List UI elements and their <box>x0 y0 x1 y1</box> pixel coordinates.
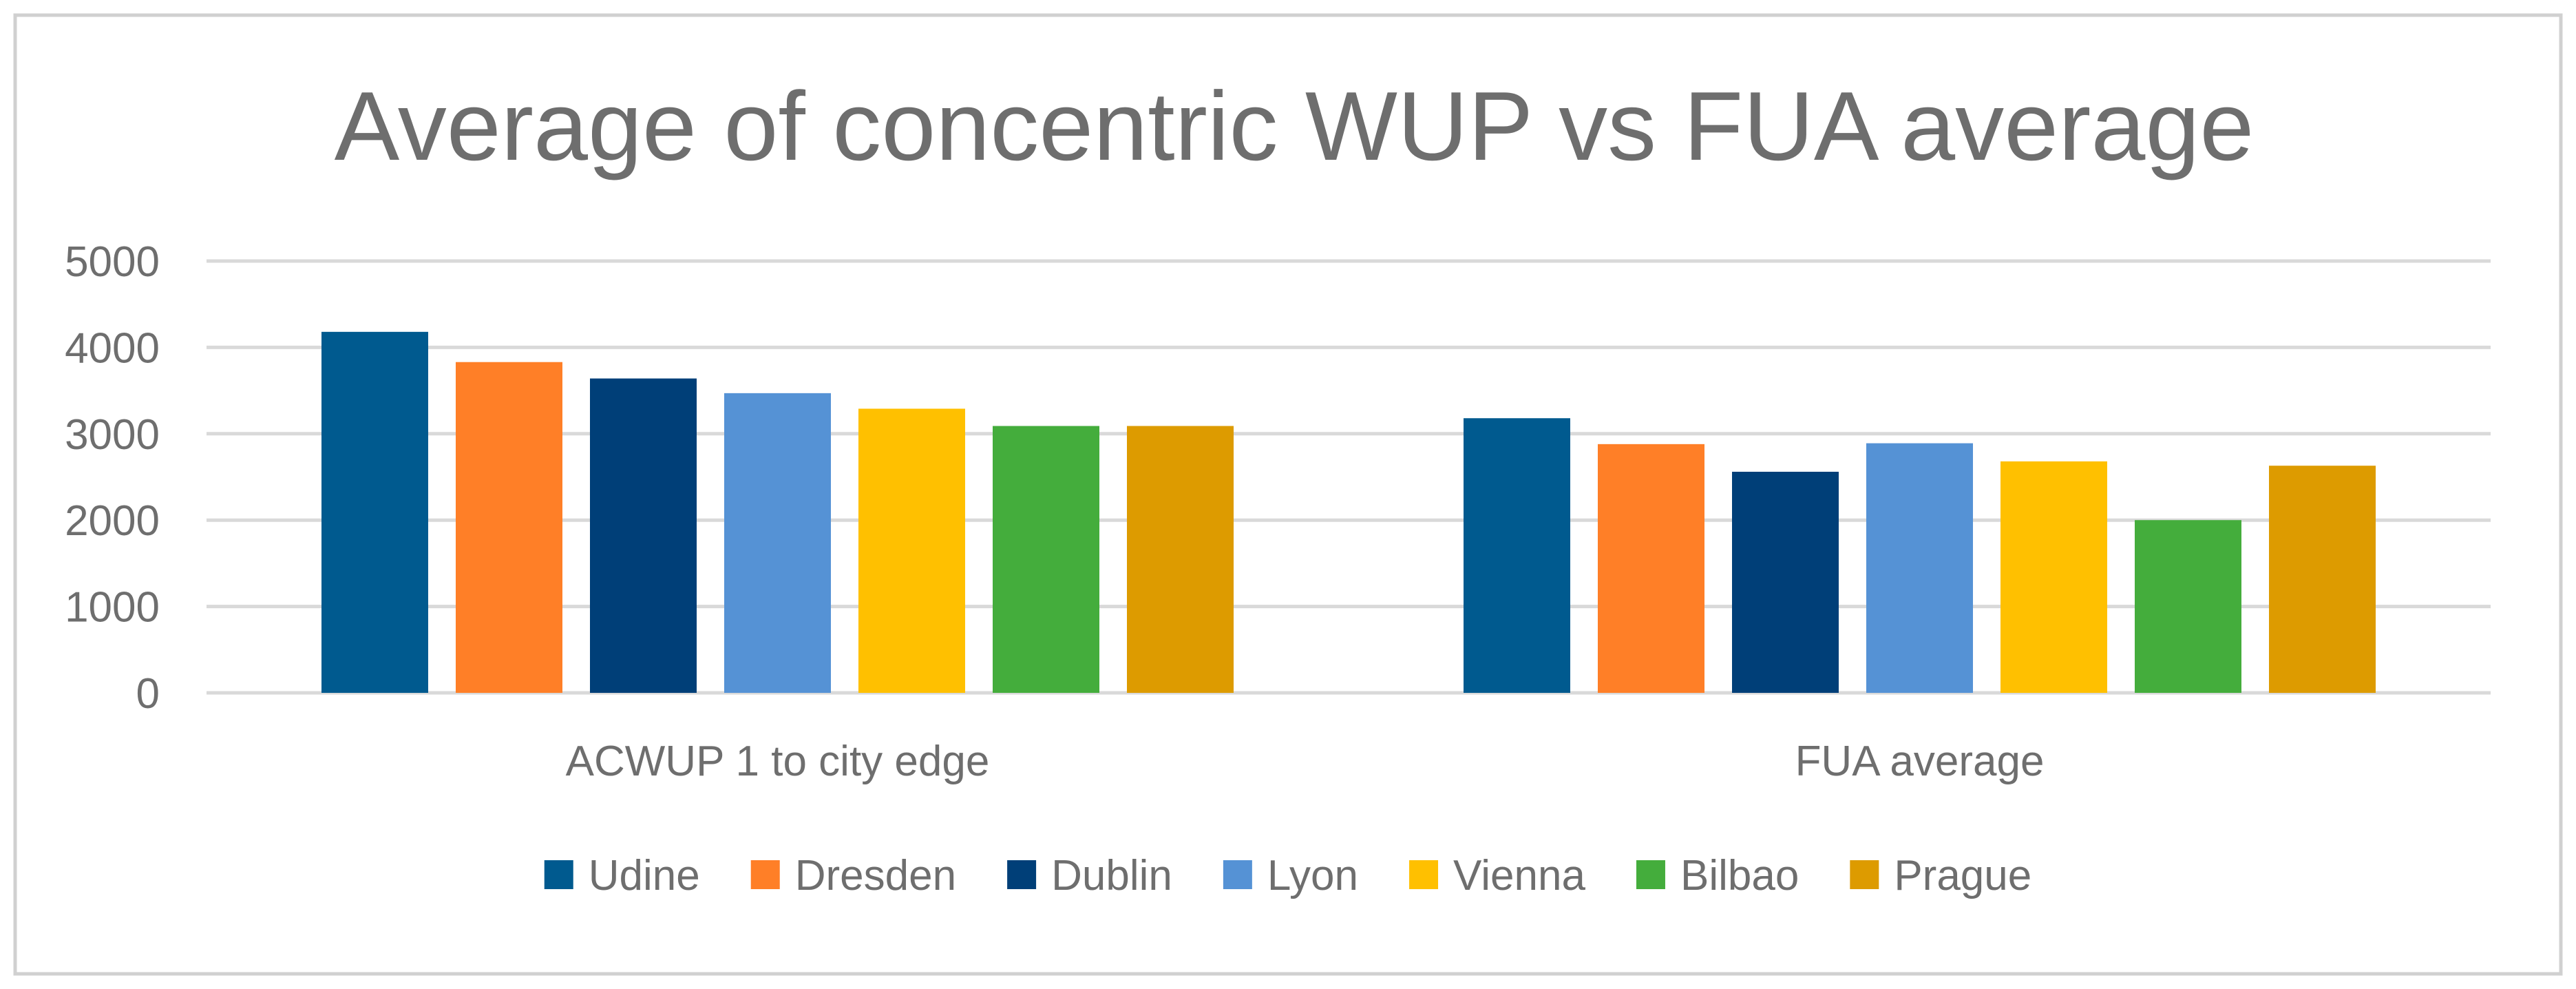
bar-prague-1 <box>2269 466 2376 693</box>
bar-vienna-1 <box>2000 461 2107 693</box>
legend-swatch-dresden <box>750 860 780 889</box>
legend-swatch-udine <box>544 860 573 889</box>
bar-prague-0 <box>1127 426 1234 693</box>
bar-bilbao-1 <box>2135 520 2241 693</box>
legend-swatch-prague <box>1850 860 1879 889</box>
y-tick-label: 5000 <box>65 238 160 286</box>
legend-label: Prague <box>1894 852 2031 899</box>
legend-label: Dublin <box>1051 852 1172 899</box>
bar-lyon-0 <box>724 393 831 693</box>
bar-dresden-0 <box>456 362 562 693</box>
bars <box>321 331 2376 693</box>
y-tick-label: 0 <box>136 670 160 718</box>
legend-label: Vienna <box>1453 852 1585 899</box>
chart-title: Average of concentric WUP vs FUA average <box>335 72 2255 181</box>
y-tick-label: 2000 <box>65 497 160 545</box>
bar-udine-0 <box>321 331 428 693</box>
y-tick-label: 3000 <box>65 411 160 459</box>
bar-dublin-1 <box>1732 471 1839 693</box>
y-tick-label: 4000 <box>65 324 160 372</box>
legend-label: Bilbao <box>1680 852 1799 899</box>
legend-label: Lyon <box>1267 852 1358 899</box>
bar-udine-1 <box>1464 418 1570 693</box>
legend: Udine Dresden Dublin Lyon Vienna Bilbao Prague <box>544 852 2031 899</box>
x-category-label: FUA average <box>1795 738 2045 785</box>
chart-border <box>13 13 2563 976</box>
x-category-label: ACWUP 1 to city edge <box>566 738 990 785</box>
y-tick-label: 1000 <box>65 584 160 632</box>
legend-swatch-lyon <box>1223 860 1252 889</box>
legend-label: Udine <box>589 852 700 899</box>
bar-vienna-0 <box>858 408 965 693</box>
y-axis: 0 1000 2000 3000 4000 5000 <box>65 238 160 718</box>
legend-swatch-vienna <box>1409 860 1439 889</box>
bar-dresden-1 <box>1598 444 1704 693</box>
x-axis: ACWUP 1 to city edge FUA average <box>566 738 2045 785</box>
bar-lyon-1 <box>1866 443 1973 693</box>
bar-dublin-0 <box>590 378 697 693</box>
gridlines <box>207 259 2491 695</box>
bar-bilbao-0 <box>993 426 1099 693</box>
legend-swatch-bilbao <box>1636 860 1665 889</box>
legend-label: Dresden <box>795 852 956 899</box>
legend-swatch-dublin <box>1007 860 1037 889</box>
